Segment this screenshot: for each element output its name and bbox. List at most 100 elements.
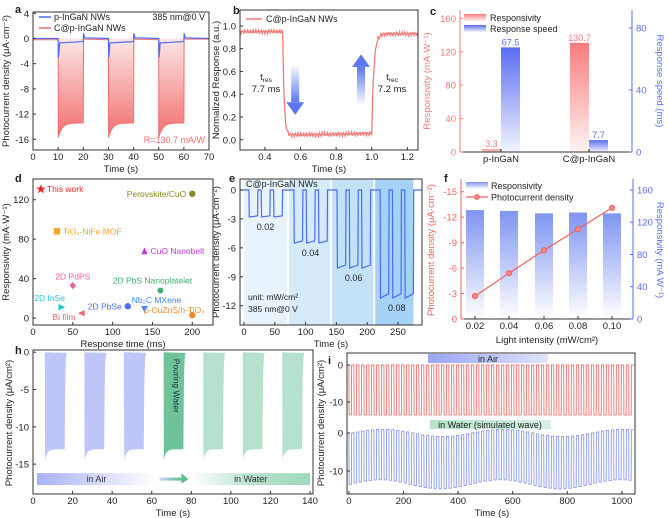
y-axis-title-left: Responsivity (mA·W⁻¹) bbox=[422, 32, 433, 129]
x-tick-label: 100 bbox=[105, 327, 121, 338]
y-axis-title-left: Photocurrent density (μA·cm⁻²) bbox=[426, 184, 437, 316]
in-water-label: in Water (simulated wave) bbox=[438, 420, 542, 430]
y-tick-label: 120 bbox=[440, 47, 456, 58]
plot-frame bbox=[32, 349, 314, 495]
x-tick-label: 120 bbox=[263, 496, 279, 507]
y-tick-label: -6 bbox=[228, 243, 236, 254]
x-tick-label: 100 bbox=[298, 327, 314, 338]
responsivity-value-label: 3.3 bbox=[485, 139, 498, 149]
x-tick-label: 70 bbox=[204, 152, 215, 163]
up-arrow-head-icon bbox=[352, 54, 371, 67]
y-tick-label: -9 bbox=[228, 272, 236, 283]
series-label: C@p-InGaN NWs bbox=[246, 179, 318, 189]
response-speed-value-label: 7.7 bbox=[592, 130, 605, 140]
y-tick-label: 0 bbox=[231, 185, 236, 196]
x-tick-label: 50 bbox=[153, 152, 164, 163]
panel-label-b: b bbox=[233, 5, 240, 17]
x-axis-title: Light intensity (mW/cm²) bbox=[496, 335, 598, 346]
plot-frame bbox=[346, 352, 636, 495]
intensity-region bbox=[375, 179, 414, 325]
responsivity-bar bbox=[535, 213, 553, 319]
photocurrent-marker bbox=[471, 292, 479, 300]
response-time-label-value: 7.7 ms bbox=[252, 84, 281, 95]
photocurrent-pulse-water bbox=[282, 352, 305, 461]
y-axis-title: Photocurrent density (μA·cm⁻²) bbox=[1, 15, 12, 147]
plot-frame bbox=[32, 11, 210, 151]
photocurrent-marker bbox=[608, 204, 616, 211]
data-point-marker bbox=[189, 190, 196, 197]
y-tick-label: -15 bbox=[443, 187, 457, 198]
responsivity-bar bbox=[466, 210, 484, 319]
unit-note: unit: mW/cm² bbox=[248, 292, 298, 302]
y-tick-label: 80 bbox=[637, 250, 648, 261]
x-tick-label: 1.0 bbox=[365, 152, 378, 163]
photocurrent-pulse-water bbox=[242, 352, 265, 461]
data-point-label: Bi film bbox=[52, 312, 75, 322]
data-point-marker bbox=[69, 281, 77, 290]
legend-label: Responsivity bbox=[491, 181, 543, 191]
legend-swatch-responsivity bbox=[466, 182, 488, 189]
normalized-response-line bbox=[239, 27, 419, 140]
intensity-label: 0.02 bbox=[257, 222, 275, 232]
intensity-region bbox=[288, 179, 331, 325]
p-ingan-line bbox=[33, 33, 210, 58]
data-point-label: 2D PbS Nanoplatelet bbox=[113, 275, 193, 285]
y-tick-label: 0 bbox=[24, 34, 29, 45]
x-tick-label: 0 bbox=[30, 496, 35, 507]
photocurrent-marker bbox=[574, 225, 582, 233]
photocurrent-pulse-air bbox=[124, 352, 147, 461]
responsivity-bar bbox=[569, 212, 587, 319]
response-speed-bar bbox=[589, 140, 608, 152]
data-point-marker bbox=[157, 287, 164, 294]
x-tick-label: 200 bbox=[396, 496, 412, 507]
x-tick-label: 0 bbox=[30, 327, 35, 338]
y-tick-label: 0.0 bbox=[223, 135, 236, 146]
data-point-marker bbox=[141, 306, 148, 313]
response-speed-bar bbox=[501, 47, 520, 153]
x-tick-label: 40 bbox=[128, 152, 139, 163]
panel-label-i: i bbox=[328, 355, 331, 367]
intensity-region bbox=[332, 179, 374, 325]
red-pulse-fill bbox=[58, 38, 84, 138]
data-point-label: TiO₂-NiFe MOF bbox=[63, 226, 122, 236]
responsivity-bar bbox=[570, 42, 589, 153]
y-tick-label: 0 bbox=[637, 315, 642, 326]
y-tick-label: 40 bbox=[637, 282, 648, 293]
x-tick-label: 50 bbox=[270, 327, 281, 338]
photocurrent-marker bbox=[505, 270, 513, 277]
y-tick-label: 120 bbox=[13, 195, 29, 206]
y-tick-label: 0.4 bbox=[223, 90, 236, 101]
data-point-marker bbox=[77, 309, 85, 317]
panel-label-f: f bbox=[444, 173, 448, 185]
y-tick-label: -9 bbox=[449, 238, 457, 249]
intensity-region bbox=[244, 179, 288, 325]
data-point-label: p-CuZnS/h-TiO₂ bbox=[144, 305, 205, 315]
x-tick-label: 0.10 bbox=[603, 321, 622, 332]
data-point-label: This work bbox=[47, 184, 84, 194]
in-air-label: in Air bbox=[86, 474, 106, 484]
y-axis-title-right: Responsivity (mA W⁻¹) bbox=[654, 202, 665, 298]
y-tick-label: -3 bbox=[228, 214, 236, 225]
y-tick-label: -10 bbox=[329, 467, 343, 478]
x-tick-label: 0.08 bbox=[569, 321, 588, 332]
y-axis-title: Responsivity (mA·W⁻¹) bbox=[1, 203, 12, 300]
x-tick-label: 150 bbox=[328, 327, 344, 338]
x-tick-label: 250 bbox=[390, 327, 406, 338]
panel-label-e: e bbox=[229, 173, 235, 185]
data-point-label: 2D PbSe bbox=[88, 301, 122, 311]
y-tick-label: 160 bbox=[440, 14, 456, 25]
x-tick-label: 60 bbox=[146, 496, 157, 507]
x-axis-title: Time (s) bbox=[312, 164, 346, 175]
x-tick-label: 200 bbox=[184, 327, 200, 338]
condition-label: 385 nm@0 V bbox=[152, 12, 205, 22]
y-tick-label: 40 bbox=[636, 85, 647, 96]
y-tick-label: -12 bbox=[443, 213, 457, 224]
y-tick-label: -12 bbox=[222, 301, 236, 312]
y-tick-label: 40 bbox=[18, 274, 29, 285]
in-water-line bbox=[348, 428, 634, 490]
data-point-marker bbox=[189, 311, 196, 319]
y-axis-title: Photocurrent density (μA/cm²) bbox=[4, 360, 15, 486]
x-axis-title: Time (s) bbox=[314, 339, 348, 350]
y-tick-label: 0 bbox=[451, 148, 456, 159]
x-tick-label: 60 bbox=[179, 152, 190, 163]
